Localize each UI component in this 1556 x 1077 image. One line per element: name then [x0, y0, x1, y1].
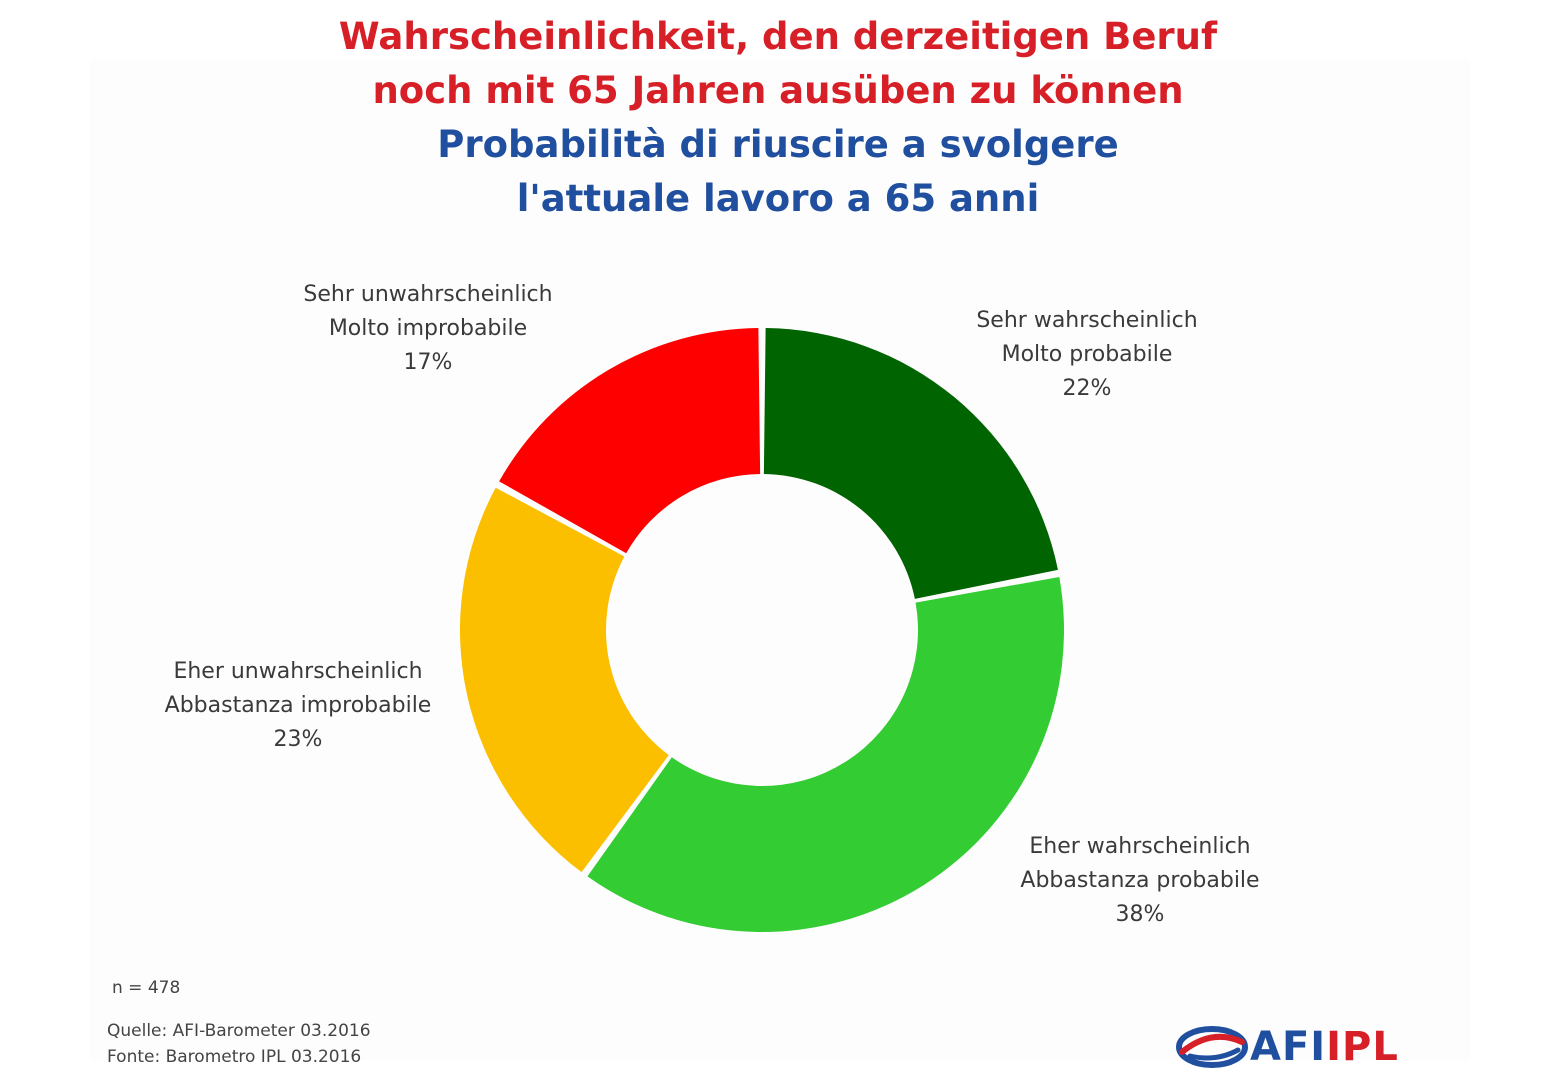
logo-afi-text: AFI [1250, 1024, 1327, 1070]
slice-value-label: 38% [1115, 902, 1165, 927]
logo-wordmark: AFIIPL [1250, 1022, 1399, 1072]
slice-label-it: Abbastanza probabile [1020, 868, 1260, 893]
title-it-line-1: Probabilità di riuscire a svolgere [437, 123, 1119, 166]
slice-label-very-unlikely: Sehr unwahrscheinlich Molto improbabile … [278, 278, 578, 380]
slice-label-it: Molto improbabile [328, 316, 528, 341]
source-it: Fonte: Barometro IPL 03.2016 [107, 1047, 362, 1067]
sample-size: n = 478 [112, 978, 181, 998]
slice-label-rather-unlikely: Eher unwahrscheinlich Abbastanza improba… [138, 655, 458, 757]
title-it-line-2: l'attuale lavoro a 65 anni [516, 177, 1040, 220]
slice-very-likely [763, 328, 1058, 599]
slice-label-de: Sehr unwahrscheinlich [303, 282, 553, 307]
chart-title: Wahrscheinlichkeit, den derzeitigen Beru… [0, 10, 1556, 226]
swoosh-logo-icon [1176, 1026, 1248, 1068]
slice-value-label: 22% [1062, 376, 1112, 401]
slice-rather-likely [587, 576, 1064, 932]
afi-ipl-logo: AFIIPL [1176, 1022, 1444, 1072]
slice-label-rather-likely: Eher wahrscheinlich Abbastanza probabile… [990, 830, 1290, 932]
slice-label-de: Eher unwahrscheinlich [173, 659, 423, 684]
slice-label-it: Abbastanza improbabile [164, 693, 432, 718]
slice-label-de: Eher wahrscheinlich [1029, 834, 1251, 859]
source-de: Quelle: AFI-Barometer 03.2016 [107, 1021, 371, 1041]
slice-label-it: Molto probabile [1001, 342, 1173, 367]
slice-value-label: 23% [273, 727, 323, 752]
title-de-line-1: Wahrscheinlichkeit, den derzeitigen Beru… [338, 15, 1218, 58]
slice-very-unlikely [499, 328, 761, 554]
slice-rather-unlikely [459, 487, 669, 873]
slice-value-label: 17% [403, 350, 453, 375]
title-de-line-2: noch mit 65 Jahren ausüben zu können [372, 69, 1184, 112]
slice-label-de: Sehr wahrscheinlich [976, 308, 1198, 333]
logo-ipl-text: IPL [1326, 1024, 1399, 1070]
slice-label-very-likely: Sehr wahrscheinlich Molto probabile 22% [942, 304, 1232, 406]
